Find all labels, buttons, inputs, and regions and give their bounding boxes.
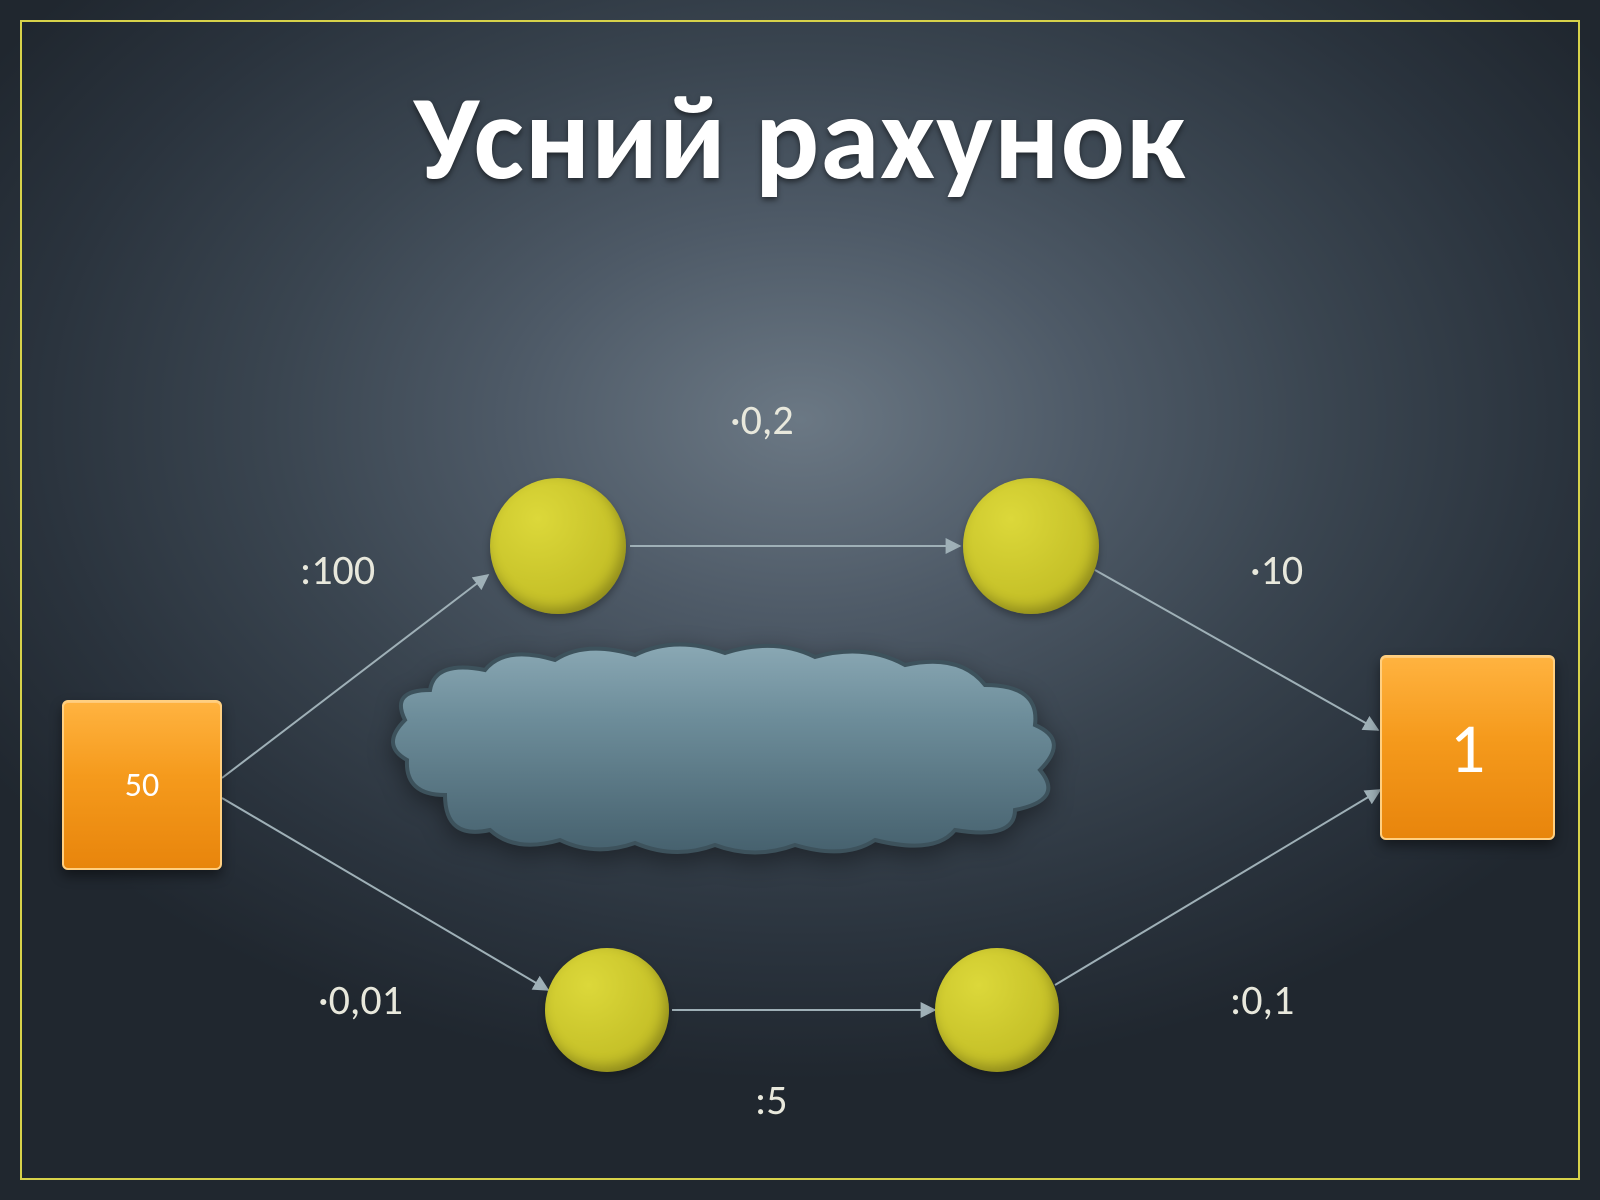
node-circle-top-left <box>490 478 626 614</box>
edge-label-4: :5 <box>755 1075 788 1126</box>
edge-label-1: ·0,2 <box>730 395 794 446</box>
edge-label-3: ·0,01 <box>318 975 403 1026</box>
edge-label-0: :100 <box>300 545 375 596</box>
edge-label-5: :0,1 <box>1230 975 1294 1026</box>
edge-botright-end <box>1055 790 1380 985</box>
node-circle-bottom-left <box>545 948 669 1072</box>
node-start-value: 50 <box>125 765 159 806</box>
edge-label-2: ·10 <box>1250 545 1303 596</box>
node-circle-top-right <box>963 478 1099 614</box>
node-end-box: 1 <box>1380 655 1555 840</box>
slide-title: Усний рахунок <box>0 65 1600 211</box>
slide: Усний рахунок <box>0 0 1600 1200</box>
edge-topright-end <box>1095 570 1378 730</box>
node-start-box: 50 <box>62 700 222 870</box>
node-circle-bottom-right <box>935 948 1059 1072</box>
node-end-value: 1 <box>1450 705 1485 791</box>
cloud-shape <box>385 635 1065 860</box>
